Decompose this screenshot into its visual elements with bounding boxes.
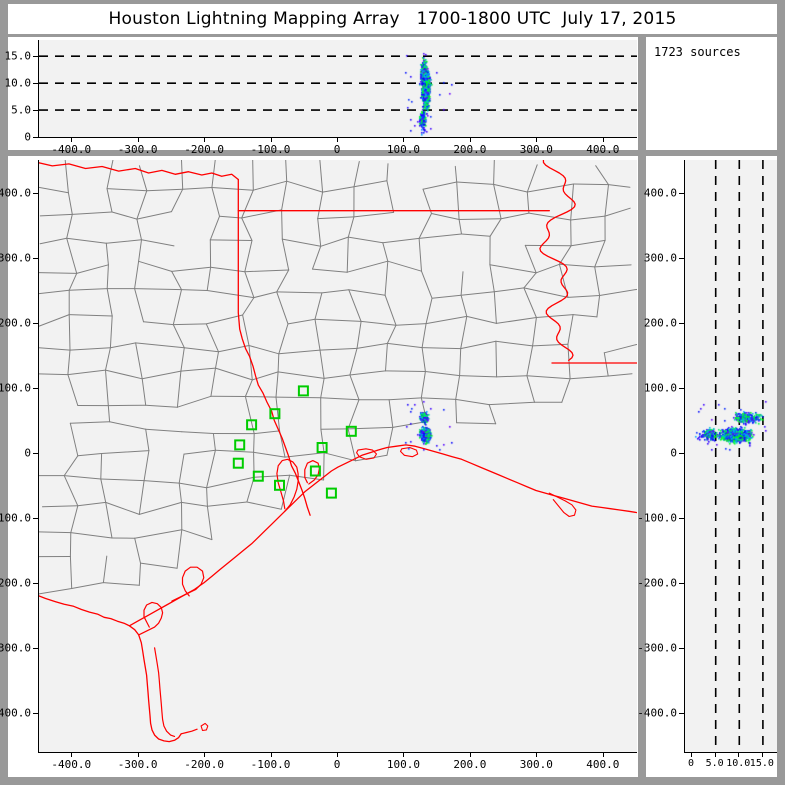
x-tick-mark (602, 752, 604, 757)
y-tick-mark (33, 647, 38, 649)
x-tick-label: 5.0 (705, 758, 724, 769)
x-tick-label: -100.0 (250, 143, 291, 156)
y-tick-mark (679, 582, 684, 584)
y-tick-label: 100.0 (643, 381, 677, 395)
y-tick-mark (679, 387, 684, 389)
source-count-label: 1723 sources (654, 45, 741, 59)
x-tick-label: -300.0 (117, 143, 158, 156)
y-tick-label: 400.0 (0, 186, 31, 200)
y-tick-mark (679, 712, 684, 714)
y-tick-label: -200.0 (0, 576, 31, 590)
north-alt-source-points (685, 160, 777, 752)
y-tick-mark (33, 257, 38, 259)
x-tick-label: 100.0 (386, 143, 420, 156)
x-tick-mark (137, 137, 139, 142)
y-tick-label: 5.0 (11, 103, 31, 117)
x-tick-mark (337, 137, 338, 142)
y-tick-label: 100.0 (0, 381, 31, 395)
x-tick-label: -400.0 (51, 758, 92, 771)
y-tick-label: 200.0 (643, 316, 677, 330)
x-tick-label: 200.0 (453, 143, 487, 156)
y-tick-mark (33, 56, 38, 58)
y-tick-label: -100.0 (0, 511, 31, 525)
source-count-panel: 1723 sources (646, 37, 777, 150)
x-tick-mark (337, 752, 338, 757)
x-tick-mark (204, 752, 206, 757)
title-bar: Houston Lightning Mapping Array 1700-180… (8, 4, 777, 34)
y-tick-label: 300.0 (0, 251, 31, 265)
x-tick-mark (204, 137, 206, 142)
y-tick-label: 0 (24, 130, 31, 144)
y-tick-label: -300.0 (637, 641, 677, 655)
y-tick-mark (679, 192, 684, 194)
x-tick-label: 200.0 (453, 758, 487, 771)
x-tick-label: -200.0 (184, 143, 224, 156)
y-tick-mark (33, 192, 38, 194)
y-tick-label: 300.0 (643, 251, 677, 265)
x-tick-mark (403, 752, 405, 757)
y-tick-mark (33, 712, 38, 714)
y-tick-mark (679, 647, 684, 649)
y-tick-mark (33, 137, 38, 138)
x-tick-label: 0 (333, 758, 341, 771)
y-tick-mark (33, 110, 38, 112)
north-vs-altitude-plot[interactable] (684, 160, 777, 753)
x-tick-mark (536, 752, 538, 757)
x-tick-label: -300.0 (117, 758, 158, 771)
x-tick-mark (270, 137, 272, 142)
y-tick-mark (679, 452, 684, 454)
y-tick-label: 400.0 (643, 186, 677, 200)
x-tick-label: 0 (333, 143, 341, 156)
x-tick-mark (270, 752, 272, 757)
x-tick-label: 400.0 (586, 758, 620, 771)
x-tick-mark (403, 137, 405, 142)
x-tick-label: 400.0 (586, 143, 620, 156)
y-tick-mark (33, 452, 38, 454)
y-tick-label: -400.0 (0, 706, 31, 720)
x-tick-label: 300.0 (519, 143, 553, 156)
y-tick-mark (33, 582, 38, 584)
y-tick-label: 15.0 (4, 49, 32, 63)
y-tick-mark (33, 387, 38, 389)
x-tick-mark (691, 752, 693, 757)
y-tick-mark (33, 322, 38, 324)
x-tick-mark (536, 137, 538, 142)
y-tick-label: 10.0 (4, 76, 32, 90)
plan-view-map-plot[interactable] (38, 160, 637, 753)
x-tick-mark (71, 752, 73, 757)
y-tick-mark (33, 83, 38, 85)
x-tick-label: -400.0 (51, 143, 92, 156)
x-tick-mark (738, 752, 740, 757)
x-tick-mark (714, 752, 716, 757)
map-source-points (39, 160, 637, 752)
x-tick-label: -200.0 (184, 758, 224, 771)
y-tick-label: -100.0 (637, 511, 677, 525)
x-tick-label: 300.0 (519, 758, 553, 771)
y-tick-label: 0 (24, 446, 31, 460)
x-tick-mark (469, 137, 471, 142)
x-tick-label: 15.0 (749, 758, 774, 769)
x-tick-label: -100.0 (250, 758, 291, 771)
y-tick-mark (33, 517, 38, 519)
x-tick-mark (602, 137, 604, 142)
x-tick-label: 10.0 (726, 758, 751, 769)
x-tick-mark (71, 137, 73, 142)
y-tick-mark (679, 517, 684, 519)
y-tick-label: -200.0 (637, 576, 677, 590)
y-tick-label: -300.0 (0, 641, 31, 655)
altitude-vs-east-plot[interactable] (38, 40, 637, 138)
x-tick-label: 0 (688, 758, 695, 769)
page-title: Houston Lightning Mapping Array 1700-180… (108, 9, 677, 29)
y-tick-mark (679, 257, 684, 259)
x-tick-mark (761, 752, 763, 757)
y-tick-label: 0 (670, 446, 677, 460)
x-tick-mark (469, 752, 471, 757)
y-tick-label: 200.0 (0, 316, 31, 330)
y-tick-label: -400.0 (637, 706, 677, 720)
y-tick-mark (679, 322, 684, 324)
altitude-source-points (39, 40, 637, 137)
x-tick-label: 100.0 (386, 758, 420, 771)
x-tick-mark (137, 752, 139, 757)
